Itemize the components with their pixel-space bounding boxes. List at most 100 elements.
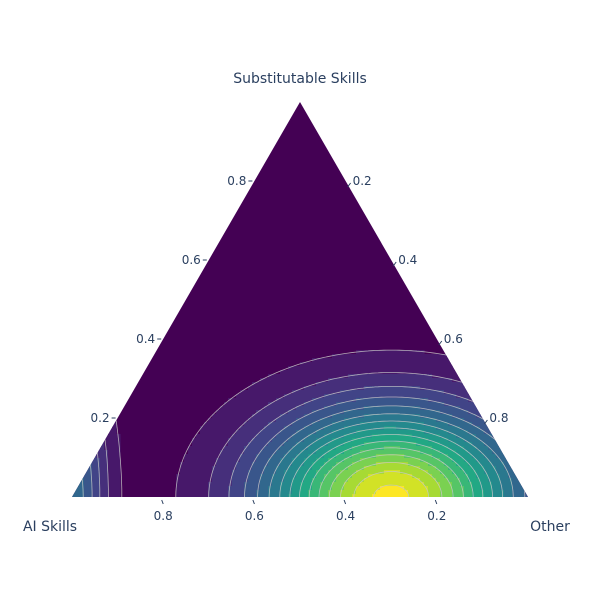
contour-fill-cell	[276, 454, 281, 459]
contour-fill-cell	[224, 414, 229, 419]
contour-fill-cell	[272, 486, 277, 491]
contour-fill-cell	[240, 410, 245, 415]
contour-fill-cell	[284, 370, 289, 375]
contour-fill-cell	[244, 430, 249, 435]
contour-fill-cell	[288, 430, 293, 435]
contour-fill-cell	[360, 410, 365, 415]
contour-fill-cell	[460, 374, 465, 379]
contour-fill-cell	[436, 406, 441, 411]
contour-fill-cell	[364, 430, 369, 435]
contour-fill-cell	[416, 362, 421, 367]
contour-fill-cell	[512, 462, 517, 467]
contour-fill-cell	[204, 482, 209, 487]
contour-fill-cell	[72, 326, 77, 331]
contour-fill-cell	[384, 362, 389, 367]
contour-fill-cell	[264, 398, 269, 403]
contour-fill-cell	[284, 494, 289, 499]
contour-fill-cell	[292, 414, 297, 419]
contour-fill-cell	[248, 486, 253, 491]
contour-fill-cell	[464, 434, 469, 439]
contour-fill-cell	[100, 358, 105, 363]
contour-fill-cell	[208, 438, 213, 443]
contour-fill-cell	[304, 486, 309, 491]
contour-fill-cell	[440, 422, 445, 427]
contour-fill-cell	[260, 410, 265, 415]
contour-fill-cell	[336, 494, 341, 499]
contour-fill-cell	[104, 430, 109, 435]
contour-fill-cell	[368, 358, 373, 363]
contour-fill-cell	[520, 382, 525, 387]
contour-fill-cell	[224, 474, 229, 479]
contour-fill-cell	[488, 378, 493, 383]
contour-fill-cell	[492, 374, 497, 379]
contour-fill-cell	[492, 478, 497, 483]
contour-fill-cell	[236, 450, 241, 455]
contour-fill-cell	[408, 490, 413, 495]
contour-fill-cell	[364, 446, 369, 451]
contour-fill-cell	[460, 382, 465, 387]
contour-fill-cell	[304, 462, 309, 467]
contour-fill-cell	[80, 474, 85, 479]
contour-fill-cell	[352, 358, 357, 363]
contour-fill-cell	[480, 370, 485, 375]
contour-fill-cell	[80, 386, 85, 391]
contour-fill-cell	[100, 482, 105, 487]
contour-fill-cell	[76, 466, 81, 471]
contour-fill-cell	[284, 382, 289, 387]
contour-fill-cell	[72, 390, 77, 395]
contour-fill-cell	[432, 406, 437, 411]
contour-fill-cell	[384, 418, 389, 423]
contour-fill-cell	[448, 462, 453, 467]
contour-fill-cell	[248, 394, 253, 399]
contour-fill-cell	[88, 362, 93, 367]
contour-fill-cell	[392, 366, 397, 371]
contour-fill-cell	[276, 382, 281, 387]
contour-fill-cell	[188, 486, 193, 491]
contour-fill-cell	[392, 438, 397, 443]
contour-fill-cell	[432, 494, 437, 499]
contour-fill-cell	[380, 458, 385, 463]
contour-fill-cell	[332, 386, 337, 391]
contour-fill-cell	[220, 470, 225, 475]
contour-fill-cell	[468, 362, 473, 367]
contour-fill-cell	[388, 466, 393, 471]
contour-fill-cell	[88, 322, 93, 327]
contour-fill-cell	[484, 382, 489, 387]
contour-fill-cell	[508, 406, 513, 411]
contour-fill-cell	[224, 410, 229, 415]
contour-fill-cell	[296, 478, 301, 483]
contour-fill-cell	[252, 466, 257, 471]
contour-fill-cell	[384, 398, 389, 403]
contour-fill-cell	[452, 466, 457, 471]
contour-fill-cell	[488, 466, 493, 471]
contour-fill-cell	[80, 390, 85, 395]
contour-fill-cell	[280, 446, 285, 451]
contour-fill-cell	[364, 366, 369, 371]
contour-fill-cell	[72, 398, 77, 403]
contour-fill-cell	[232, 438, 237, 443]
contour-fill-cell	[284, 462, 289, 467]
contour-fill-cell	[236, 486, 241, 491]
contour-fill-cell	[348, 358, 353, 363]
contour-fill-cell	[380, 382, 385, 387]
contour-fill-cell	[236, 434, 241, 439]
contour-fill-cell	[108, 398, 113, 403]
contour-fill-cell	[304, 366, 309, 371]
contour-fill-cell	[432, 366, 437, 371]
contour-fill-cell	[352, 466, 357, 471]
contour-fill-cell	[364, 386, 369, 391]
contour-fill-cell	[312, 482, 317, 487]
contour-fill-cell	[276, 470, 281, 475]
contour-fill-cell	[236, 426, 241, 431]
contour-fill-cell	[340, 474, 345, 479]
contour-fill-cell	[368, 430, 373, 435]
contour-fill-cell	[268, 414, 273, 419]
contour-fill-cell	[208, 442, 213, 447]
contour-fill-cell	[248, 402, 253, 407]
contour-fill-cell	[460, 442, 465, 447]
contour-fill-cell	[108, 450, 113, 455]
contour-fill-cell	[184, 462, 189, 467]
contour-fill-cell	[84, 418, 89, 423]
contour-fill-cell	[368, 458, 373, 463]
contour-fill-cell	[300, 434, 305, 439]
